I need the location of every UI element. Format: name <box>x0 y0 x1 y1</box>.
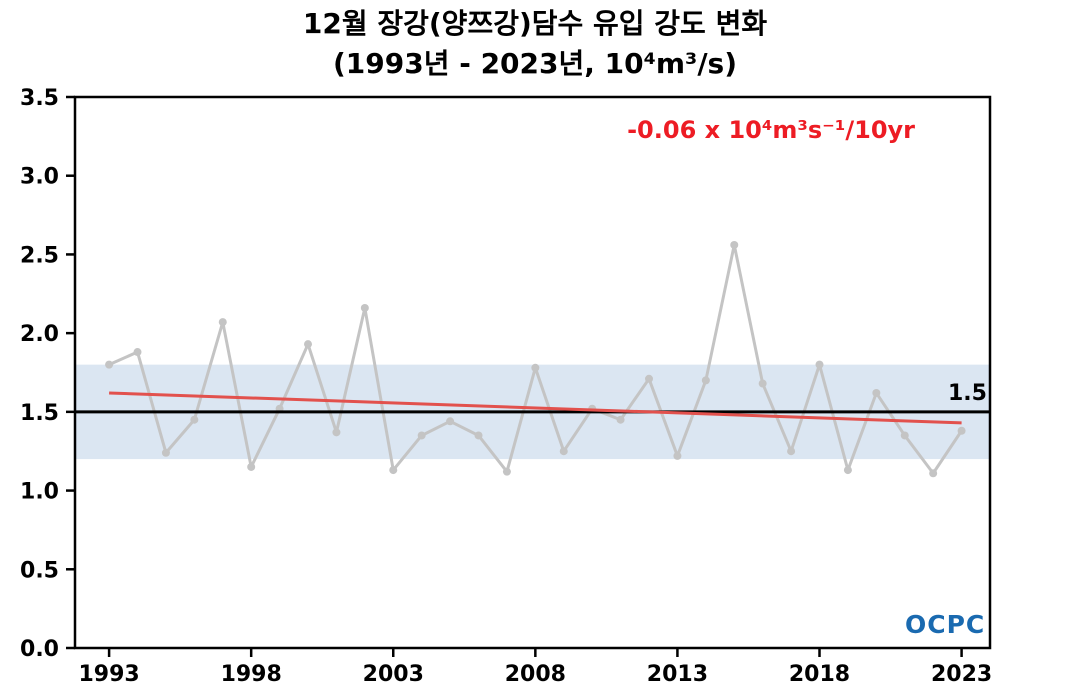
title-block: 12월 장강(양쯔강)담수 유입 강도 변화 (1993년 - 2023년, 1… <box>0 6 1070 83</box>
y-axis: 0.0 0.5 1.0 1.5 2.0 2.5 3.0 3.5 <box>20 86 75 662</box>
series-marker <box>872 388 881 397</box>
x-tick-label: 2008 <box>505 662 566 687</box>
x-tick-label: 2018 <box>789 662 850 687</box>
series-marker <box>616 415 625 424</box>
y-tick-label: 3.0 <box>20 165 59 190</box>
y-tick-label: 0.0 <box>20 637 59 662</box>
chart-title: 12월 장강(양쯔강)담수 유입 강도 변화 <box>302 7 768 40</box>
series-marker <box>531 363 540 372</box>
series-marker <box>787 447 796 456</box>
series-marker <box>673 451 682 460</box>
series-marker <box>161 448 170 457</box>
x-axis: 1993 1998 2003 2008 2013 2018 2023 <box>78 648 992 687</box>
y-tick-label: 0.5 <box>20 558 59 583</box>
series-marker <box>730 240 739 249</box>
series-marker <box>701 376 710 385</box>
series-marker <box>446 417 455 426</box>
x-tick-label: 1998 <box>221 662 282 687</box>
y-tick-label: 2.5 <box>20 243 59 268</box>
y-tick-label: 1.5 <box>20 401 59 426</box>
trend-line <box>109 391 962 425</box>
series-marker <box>417 431 426 440</box>
chart-subtitle: (1993년 - 2023년, 10⁴m³/s) <box>332 47 738 81</box>
series-marker <box>218 318 227 327</box>
series-marker <box>304 340 313 349</box>
series-marker <box>474 431 483 440</box>
series-marker <box>815 360 824 369</box>
mean-line-label: 1.5 <box>948 381 987 406</box>
series-marker <box>900 431 909 440</box>
series-marker <box>843 466 852 475</box>
series-marker <box>645 374 654 383</box>
plot-border <box>73 95 992 650</box>
x-tick-label: 1993 <box>78 662 139 687</box>
trend-annotation: -0.06 x 10⁴m³s⁻¹/10yr <box>627 116 915 144</box>
series-marker <box>105 360 114 369</box>
y-tick-label: 1.0 <box>20 480 59 505</box>
series-marker <box>247 462 256 471</box>
series-marker <box>758 379 767 388</box>
ocpc-logo: OCPC <box>905 610 986 639</box>
series-marker <box>929 469 938 478</box>
series-marker <box>190 415 199 424</box>
series-marker <box>332 428 341 437</box>
series-marker <box>389 466 398 475</box>
data-series <box>105 240 966 478</box>
y-tick-label: 2.0 <box>20 322 59 347</box>
y-tick-label: 3.5 <box>20 86 59 111</box>
series-marker <box>502 467 511 476</box>
x-tick-label: 2003 <box>363 662 424 687</box>
x-tick-label: 2023 <box>931 662 992 687</box>
series-marker <box>957 426 966 435</box>
series-marker <box>360 303 369 312</box>
series-marker <box>559 447 568 456</box>
x-tick-label: 2013 <box>647 662 708 687</box>
series-marker <box>133 348 142 357</box>
